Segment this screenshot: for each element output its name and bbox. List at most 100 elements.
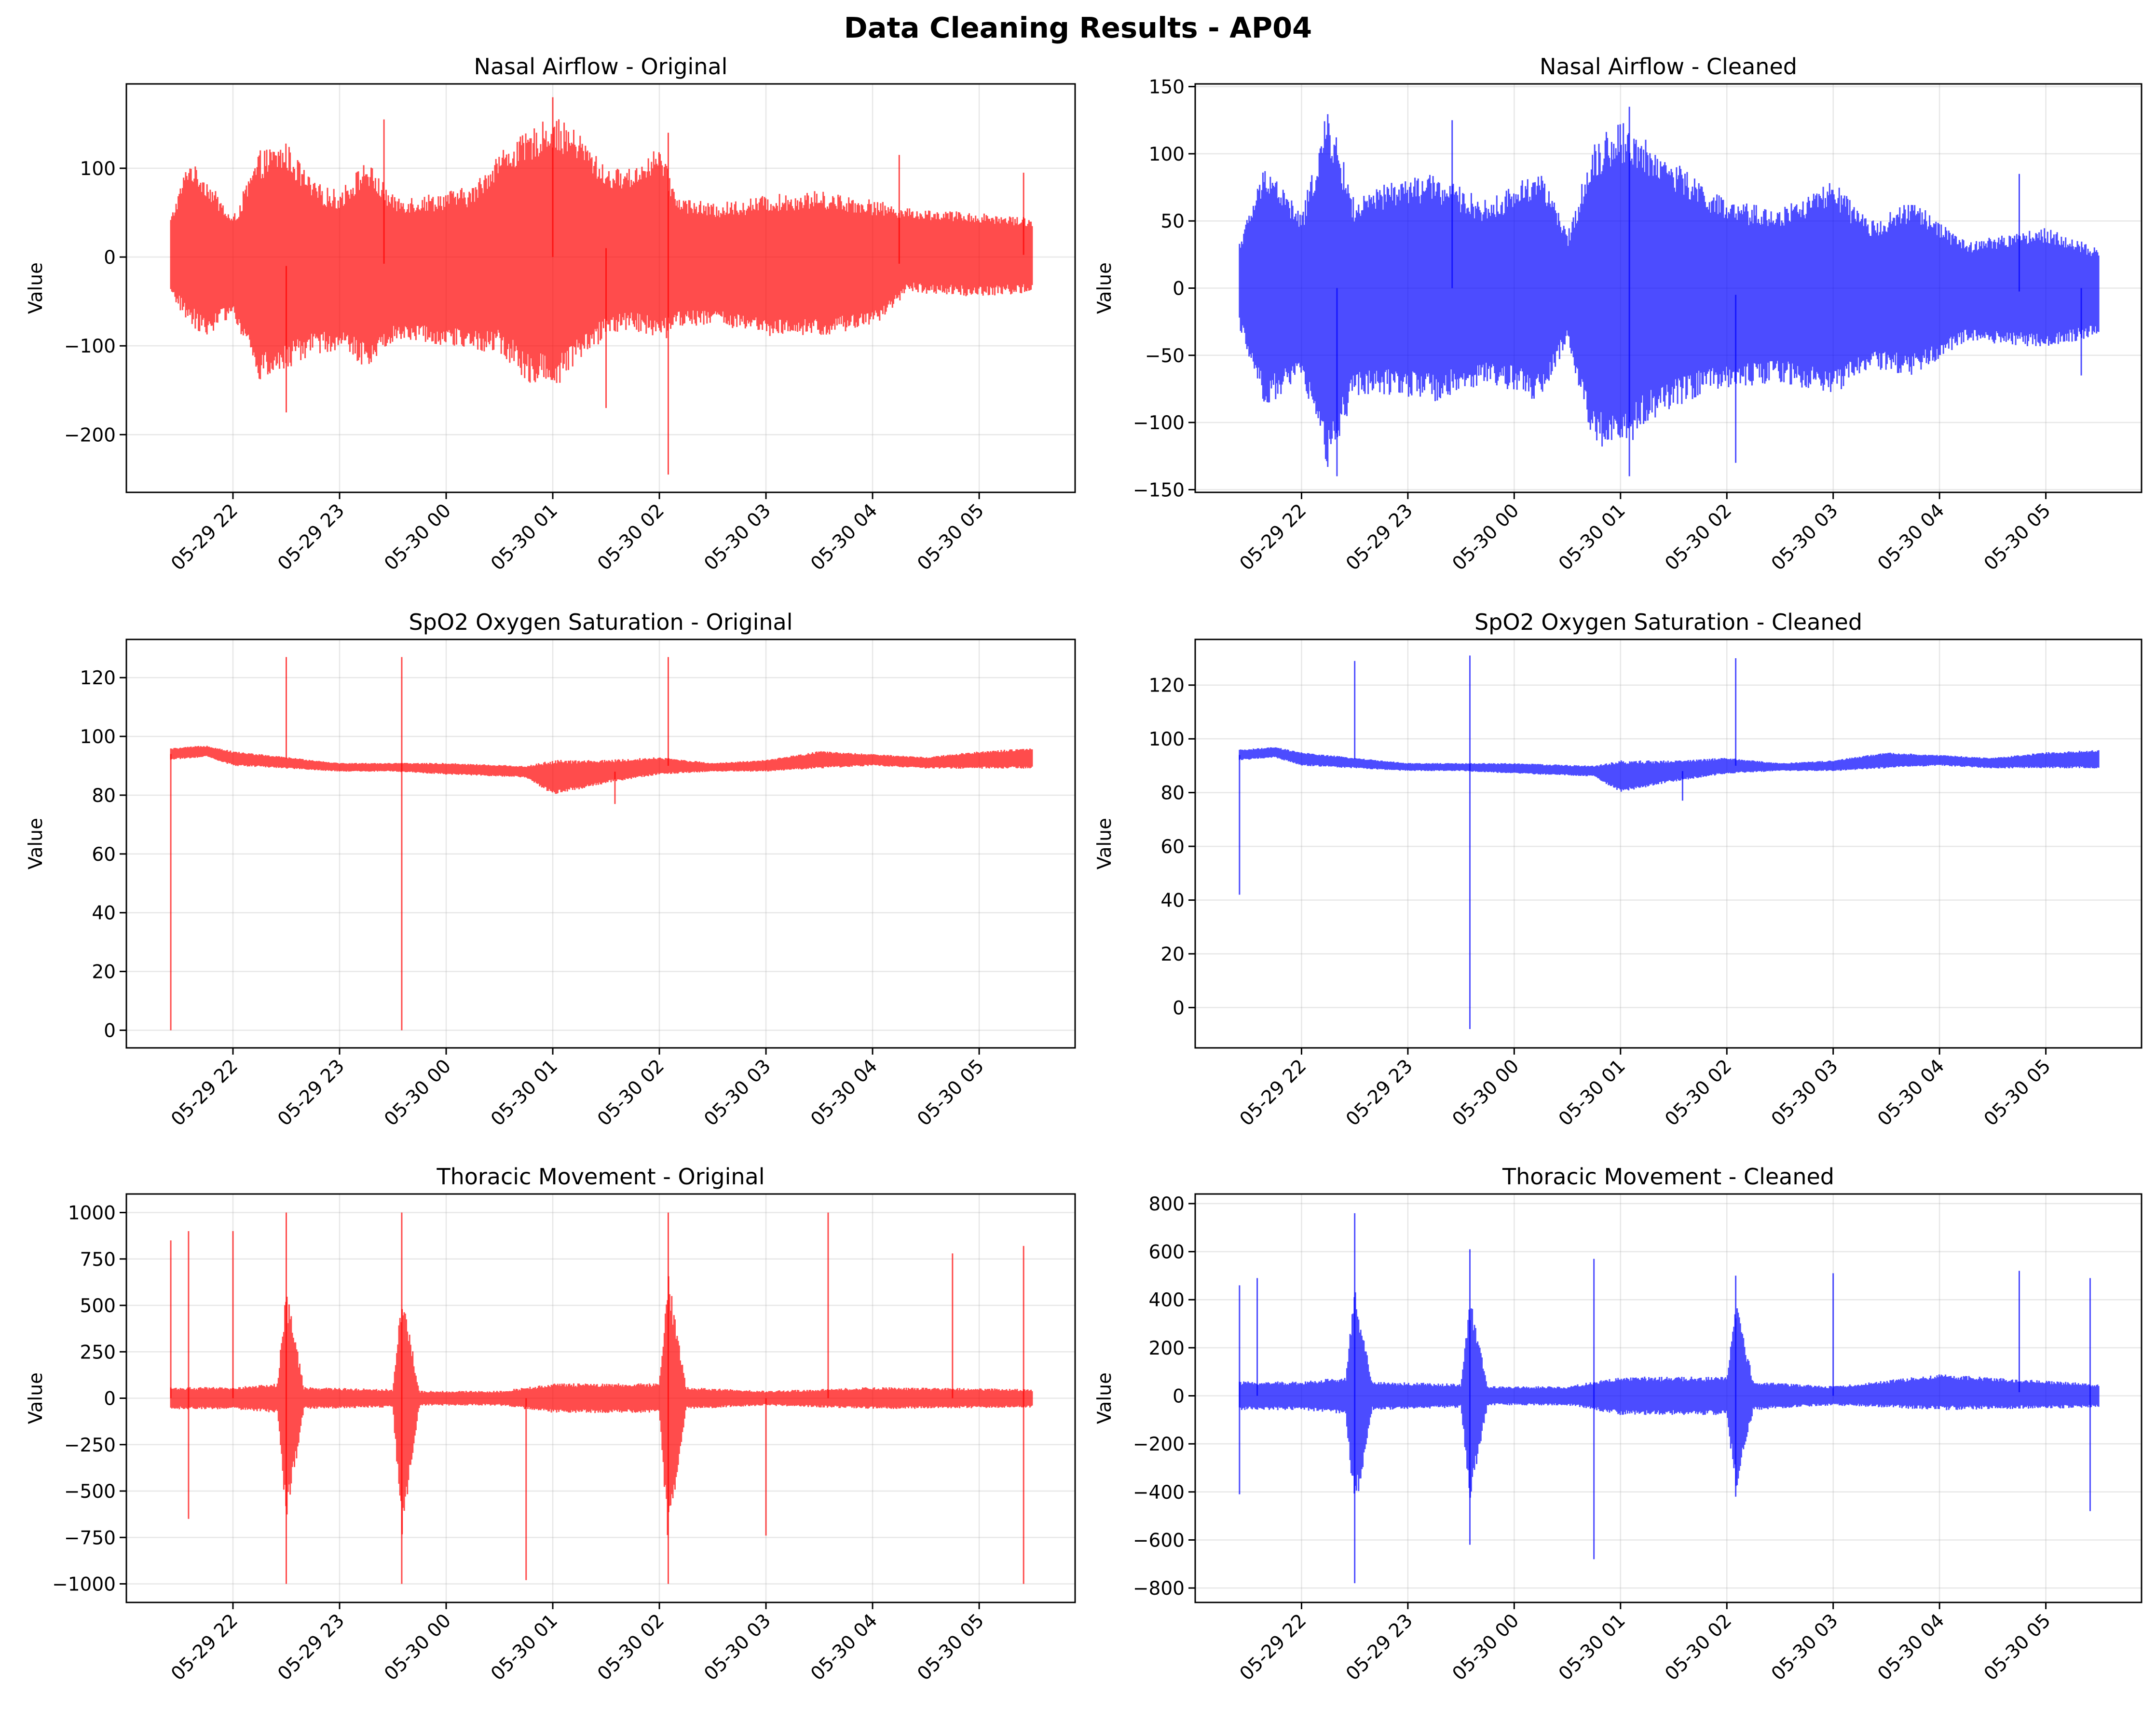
y-tick-label: 20 xyxy=(1160,944,1185,965)
x-tick-label: 05-30 00 xyxy=(1448,1055,1524,1130)
axes-frame xyxy=(125,638,1076,1049)
y-tick-label: −500 xyxy=(64,1481,116,1503)
x-tick-label: 05-30 03 xyxy=(700,500,775,575)
y-tick-label: 100 xyxy=(80,726,116,748)
y-tick-label: 0 xyxy=(104,1020,116,1042)
panel-spo2-cleaned: SpO2 Oxygen Saturation - Cleaned Value 120… xyxy=(1094,609,2142,1130)
panel-title: Nasal Airflow - Original xyxy=(474,54,728,80)
y-tick-label: 20 xyxy=(92,962,116,983)
x-tick-label: 05-30 03 xyxy=(1767,1055,1842,1130)
x-tick-label: 05-30 05 xyxy=(913,500,988,575)
x-tick-label: 05-30 04 xyxy=(806,500,882,575)
panel-title: SpO2 Oxygen Saturation - Original xyxy=(409,609,792,635)
x-tick-label: 05-30 05 xyxy=(1980,500,2055,575)
signal-trace xyxy=(1239,747,2100,792)
x-tick-label: 05-30 02 xyxy=(1661,500,1736,575)
y-tick-label: −200 xyxy=(64,424,116,446)
x-tick-label: 05-29 22 xyxy=(167,1610,242,1685)
x-tick-label: 05-30 04 xyxy=(806,1055,882,1130)
x-tick-label: 05-30 01 xyxy=(487,500,562,575)
axes-frame xyxy=(1194,638,2142,1049)
y-tick-label: 40 xyxy=(1160,890,1185,912)
y-tick-label: 500 xyxy=(80,1295,116,1317)
signal-series xyxy=(1239,655,2100,1029)
panel-spo2-original: SpO2 Oxygen Saturation - Original Value 12… xyxy=(25,609,1076,1130)
signal-trace xyxy=(170,1276,1033,1535)
x-tick-label: 05-30 04 xyxy=(1873,1055,1949,1130)
y-tick-label: 600 xyxy=(1149,1242,1185,1263)
x-tick-label: 05-30 03 xyxy=(700,1055,775,1130)
y-tick-label: −150 xyxy=(1133,479,1185,501)
y-tick-label: −100 xyxy=(1133,412,1185,434)
x-tick-label: 05-29 22 xyxy=(1236,1055,1311,1130)
y-axis-label: Value xyxy=(25,1372,47,1424)
y-tick-label: 50 xyxy=(1160,211,1185,232)
signal-series xyxy=(1239,1213,2100,1584)
x-tick-label: 05-30 02 xyxy=(593,1055,669,1130)
y-tick-label: 80 xyxy=(1160,783,1185,804)
x-tick-label: 05-30 00 xyxy=(380,500,455,575)
panel-nasal-original: Nasal Airflow - Original Value 100 0 −100 −20… xyxy=(25,54,1076,575)
signal-trace xyxy=(1239,114,2100,467)
y-tick-label: 60 xyxy=(1160,836,1185,858)
y-tick-label: −250 xyxy=(64,1435,116,1456)
y-tick-label: −800 xyxy=(1133,1578,1185,1600)
y-axis-label: Value xyxy=(25,818,47,869)
figure-title: Data Cleaning Results - AP04 xyxy=(844,11,1312,44)
x-tick-label: 05-30 02 xyxy=(593,1610,669,1685)
y-tick-label: 400 xyxy=(1149,1289,1185,1311)
grid xyxy=(1195,639,2142,1048)
x-tick-label: 05-29 23 xyxy=(273,500,349,575)
x-tick-label: 05-30 00 xyxy=(1448,500,1524,575)
signal-series xyxy=(170,1212,1033,1584)
panel-nasal-cleaned: Nasal Airflow - Cleaned Value 150 100 50 0 −50… xyxy=(1094,54,2142,575)
x-tick-label: 05-30 04 xyxy=(1873,1610,1949,1685)
x-tick-label: 05-29 22 xyxy=(167,1055,242,1130)
y-tick-label: 1000 xyxy=(68,1203,116,1224)
y-tick-label: −400 xyxy=(1133,1482,1185,1504)
signal-series xyxy=(170,657,1033,1031)
x-tick-label: 05-29 23 xyxy=(273,1610,349,1685)
panel-title: Thoracic Movement - Cleaned xyxy=(1502,1164,1834,1190)
y-axis-label: Value xyxy=(25,262,47,314)
x-tick-label: 05-30 05 xyxy=(1980,1610,2055,1685)
x-tick-label: 05-30 03 xyxy=(1767,1610,1842,1685)
y-axis-label: Value xyxy=(1094,818,1116,869)
x-tick-label: 05-29 23 xyxy=(273,1055,349,1130)
y-tick-label: 0 xyxy=(104,247,116,269)
signal-series xyxy=(1239,107,2100,476)
x-tick-label: 05-30 00 xyxy=(380,1055,455,1130)
x-tick-label: 05-29 23 xyxy=(1342,500,1417,575)
x-tick-label: 05-30 05 xyxy=(913,1055,988,1130)
panel-thoracic-cleaned: Thoracic Movement - Cleaned Value 800 600 40… xyxy=(1094,1164,2142,1685)
x-tick-label: 05-30 00 xyxy=(1448,1610,1524,1685)
panel-title: SpO2 Oxygen Saturation - Cleaned xyxy=(1474,609,1862,635)
y-axis-label: Value xyxy=(1094,262,1116,314)
y-tick-label: 800 xyxy=(1149,1194,1185,1215)
x-tick-label: 05-30 00 xyxy=(380,1610,455,1685)
y-tick-label: 60 xyxy=(92,844,116,866)
x-tick-label: 05-29 22 xyxy=(1236,500,1311,575)
y-tick-label: 0 xyxy=(1173,1386,1185,1408)
x-tick-label: 05-29 23 xyxy=(1342,1610,1417,1685)
x-tick-label: 05-30 01 xyxy=(487,1055,562,1130)
x-tick-label: 05-30 03 xyxy=(700,1610,775,1685)
x-tick-label: 05-29 22 xyxy=(167,500,242,575)
x-tick-label: 05-30 03 xyxy=(1767,500,1842,575)
y-tick-label: 150 xyxy=(1149,77,1185,98)
grid xyxy=(126,639,1075,1048)
x-tick-label: 05-30 02 xyxy=(1661,1055,1736,1130)
y-tick-label: 0 xyxy=(1173,278,1185,300)
y-tick-label: −1000 xyxy=(52,1574,116,1596)
y-tick-label: 80 xyxy=(92,785,116,807)
signal-series xyxy=(170,97,1033,475)
axes-frame xyxy=(125,83,1076,493)
y-tick-label: 0 xyxy=(1173,997,1185,1019)
x-tick-label: 05-30 01 xyxy=(1555,500,1630,575)
y-tick-label: 120 xyxy=(1149,675,1185,697)
y-tick-label: 40 xyxy=(92,903,116,924)
y-tick-label: −750 xyxy=(64,1527,116,1549)
y-tick-label: 100 xyxy=(80,158,116,180)
y-tick-label: 0 xyxy=(104,1388,116,1410)
